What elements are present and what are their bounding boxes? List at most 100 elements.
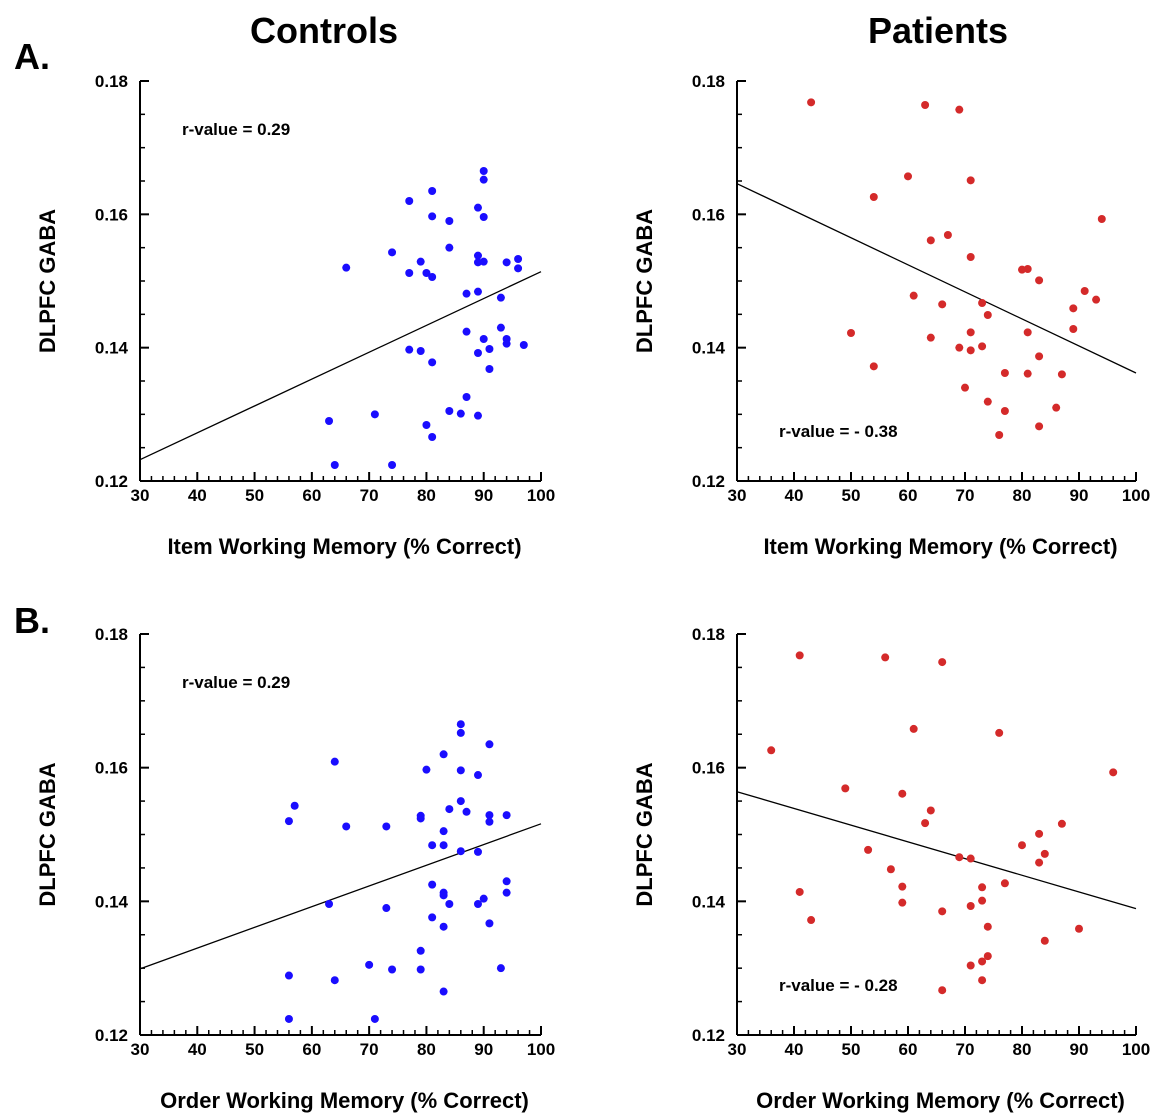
data-point	[503, 811, 511, 819]
data-point	[457, 729, 465, 737]
y-tick-label: 0.16	[692, 759, 725, 778]
data-point	[445, 900, 453, 908]
data-point	[457, 847, 465, 855]
data-point	[285, 972, 293, 980]
data-point	[480, 176, 488, 184]
data-point	[1035, 352, 1043, 360]
data-point	[520, 341, 528, 349]
data-point	[485, 365, 493, 373]
y-tick-label: 0.18	[95, 625, 128, 644]
y-axis-title: DLPFC GABA	[35, 762, 60, 906]
data-point	[480, 213, 488, 221]
data-point	[955, 853, 963, 861]
data-point	[938, 907, 946, 915]
data-point	[1035, 422, 1043, 430]
data-point	[474, 771, 482, 779]
x-tick-label: 70	[956, 1040, 975, 1059]
data-point	[440, 891, 448, 899]
x-tick-label: 100	[527, 486, 555, 505]
data-point	[1058, 370, 1066, 378]
data-point	[1001, 879, 1009, 887]
data-point	[428, 913, 436, 921]
x-tick-label: 70	[956, 486, 975, 505]
data-point	[796, 888, 804, 896]
data-point	[961, 384, 969, 392]
data-point	[463, 328, 471, 336]
data-point	[864, 846, 872, 854]
data-point	[921, 101, 929, 109]
data-point	[428, 358, 436, 366]
data-point	[417, 347, 425, 355]
data-point	[445, 217, 453, 225]
data-point	[388, 966, 396, 974]
regression-line	[140, 272, 541, 460]
data-point	[440, 750, 448, 758]
y-tick-label: 0.16	[692, 205, 725, 224]
data-point	[927, 334, 935, 342]
y-tick-label: 0.18	[95, 72, 128, 91]
data-point	[984, 923, 992, 931]
data-point	[365, 961, 373, 969]
data-point	[503, 340, 511, 348]
x-tick-label: 50	[842, 486, 861, 505]
data-point	[1075, 925, 1083, 933]
data-point	[325, 900, 333, 908]
data-point	[1041, 850, 1049, 858]
data-point	[474, 412, 482, 420]
data-point	[285, 1015, 293, 1023]
data-point	[405, 269, 413, 277]
data-point	[445, 244, 453, 252]
data-point	[382, 822, 390, 830]
x-tick-label: 50	[245, 1040, 264, 1059]
data-point	[927, 806, 935, 814]
data-point	[1024, 265, 1032, 273]
x-tick-label: 90	[1070, 486, 1089, 505]
r-value-annotation: r-value = - 0.38	[779, 422, 898, 441]
data-point	[503, 258, 511, 266]
x-tick-label: 60	[302, 1040, 321, 1059]
data-point	[967, 961, 975, 969]
data-point	[927, 236, 935, 244]
r-value-annotation: r-value = 0.29	[182, 673, 290, 692]
data-point	[898, 790, 906, 798]
data-point	[417, 814, 425, 822]
data-point	[497, 964, 505, 972]
data-point	[331, 976, 339, 984]
data-point	[382, 904, 390, 912]
x-tick-label: 40	[785, 1040, 804, 1059]
data-point	[1035, 859, 1043, 867]
x-tick-label: 100	[1122, 486, 1150, 505]
y-axis-title: DLPFC GABA	[632, 762, 657, 906]
data-point	[1092, 296, 1100, 304]
x-tick-label: 60	[302, 486, 321, 505]
data-point	[503, 889, 511, 897]
data-point	[480, 335, 488, 343]
data-point	[978, 299, 986, 307]
data-point	[480, 167, 488, 175]
x-tick-label: 30	[131, 486, 150, 505]
x-tick-label: 100	[527, 1040, 555, 1059]
data-point	[984, 952, 992, 960]
data-point	[388, 461, 396, 469]
data-point	[984, 311, 992, 319]
data-point	[1098, 215, 1106, 223]
x-tick-label: 50	[245, 486, 264, 505]
data-point	[417, 258, 425, 266]
data-point	[967, 328, 975, 336]
data-point	[841, 784, 849, 792]
data-point	[463, 290, 471, 298]
data-point	[1041, 937, 1049, 945]
data-point	[807, 916, 815, 924]
regression-line	[737, 184, 1136, 373]
x-tick-label: 70	[360, 486, 379, 505]
data-point	[480, 895, 488, 903]
scatter-plot-2: 30 40 50 60 70 80 90 1000.120.140.160.18Item Wo…	[632, 72, 1150, 559]
x-tick-label: 90	[1070, 1040, 1089, 1059]
x-axis-title: Order Working Memory (% Correct)	[756, 1088, 1125, 1113]
data-point	[1024, 328, 1032, 336]
data-point	[938, 658, 946, 666]
data-point	[285, 817, 293, 825]
data-point	[457, 720, 465, 728]
data-point	[388, 248, 396, 256]
data-point	[497, 324, 505, 332]
